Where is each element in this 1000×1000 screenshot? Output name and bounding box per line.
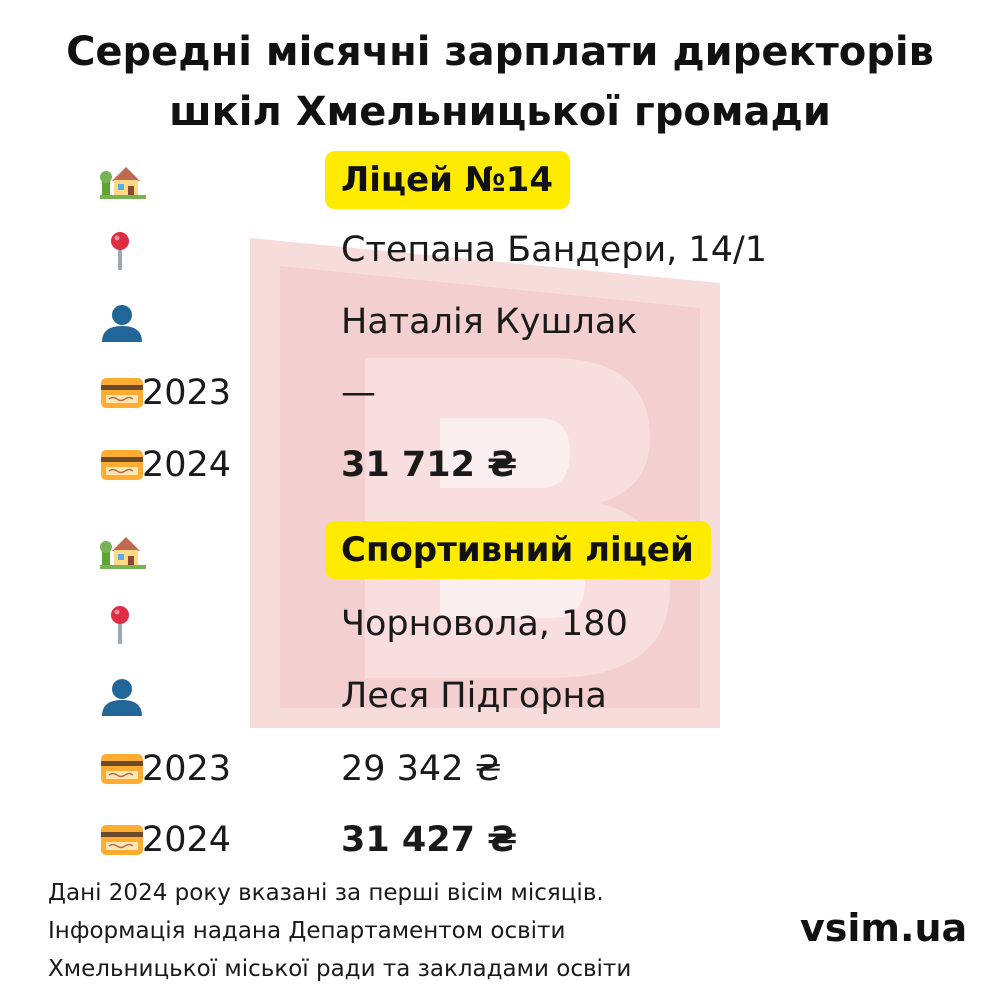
school-1-name: Ліцей №14 bbox=[325, 151, 571, 209]
school-1-director: Наталія Кушлак bbox=[341, 302, 638, 342]
credit-card-icon bbox=[101, 754, 143, 784]
round-pushpin-icon bbox=[111, 232, 129, 270]
brand-logo-text: vsim.ua bbox=[800, 906, 968, 950]
salary-year-label: 2024 bbox=[142, 820, 232, 860]
school-1-salary-2024-row: 2024 31 712 ₴ bbox=[0, 435, 1000, 495]
footnote: Дані 2024 року вказані за перші вісім мі… bbox=[48, 874, 631, 988]
house-with-garden-icon bbox=[100, 167, 146, 199]
footnote-line-2: Інформація надана Департаментом освіти bbox=[48, 918, 566, 944]
salary-year-label: 2023 bbox=[142, 373, 232, 413]
bust-silhouette-icon bbox=[102, 305, 142, 342]
credit-card-icon bbox=[101, 450, 143, 480]
footnote-line-3: Хмельницької міської ради та закладами о… bbox=[48, 956, 632, 982]
salary-year-label: 2024 bbox=[142, 445, 232, 485]
footnote-line-1: Дані 2024 року вказані за перші вісім мі… bbox=[48, 880, 604, 906]
school-2-name-row: Спортивний ліцей bbox=[0, 521, 1000, 581]
school-1-salary-2023: — bbox=[341, 373, 376, 413]
school-1-address: Степана Бандери, 14/1 bbox=[341, 230, 768, 270]
school-2-address: Чорновола, 180 bbox=[341, 604, 628, 644]
page-title-line-2: шкіл Хмельницької громади bbox=[169, 89, 831, 135]
school-2-director: Леся Підгорна bbox=[341, 676, 607, 716]
school-2-name: Спортивний ліцей bbox=[325, 521, 711, 579]
bust-silhouette-icon bbox=[102, 679, 142, 716]
page-title-line-1: Середні місячні зарплати директорів bbox=[66, 29, 934, 75]
credit-card-icon bbox=[101, 378, 143, 408]
salary-year-label: 2023 bbox=[142, 749, 232, 789]
credit-card-icon bbox=[101, 825, 143, 855]
school-2-salary-2024: 31 427 ₴ bbox=[341, 820, 518, 860]
school-2-salary-2023-row: 2023 29 342 ₴ bbox=[0, 739, 1000, 799]
school-1-salary-2024: 31 712 ₴ bbox=[341, 445, 518, 485]
school-1-address-row: Степана Бандери, 14/1 bbox=[0, 220, 1000, 280]
school-2-salary-2023: 29 342 ₴ bbox=[341, 749, 502, 789]
school-2-salary-2024-row: 2024 31 427 ₴ bbox=[0, 810, 1000, 870]
house-with-garden-icon bbox=[100, 537, 146, 569]
school-2-director-row: Леся Підгорна bbox=[0, 666, 1000, 726]
school-1-director-row: Наталія Кушлак bbox=[0, 292, 1000, 352]
school-1-name-row: Ліцей №14 bbox=[0, 151, 1000, 211]
school-1-salary-2023-row: 2023 — bbox=[0, 363, 1000, 423]
page-title: Середні місячні зарплати директорів шкіл… bbox=[0, 22, 1000, 142]
round-pushpin-icon bbox=[111, 606, 129, 644]
school-2-address-row: Чорновола, 180 bbox=[0, 594, 1000, 654]
